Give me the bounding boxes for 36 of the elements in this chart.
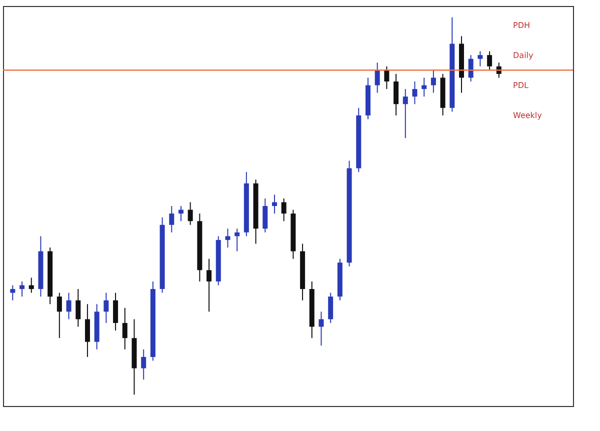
candlestick: [422, 77, 427, 98]
candlestick: [478, 50, 483, 67]
candlestick: [113, 292, 118, 332]
candlestick: [374, 62, 380, 94]
candlestick: [430, 70, 436, 94]
candlestick: [468, 54, 474, 82]
candlestick: [394, 73, 399, 116]
candlestick: [412, 80, 418, 105]
candlestick: [328, 292, 334, 324]
candlestick: [10, 284, 16, 301]
candlestick: [272, 194, 277, 214]
candlestick: [141, 348, 146, 380]
candlestick: [56, 292, 62, 339]
candlestick: [234, 228, 240, 252]
candlestick: [281, 198, 286, 222]
candlestick: [122, 307, 128, 350]
candlestick: [402, 88, 408, 139]
candlestick: [104, 292, 109, 324]
candlestick: [178, 206, 184, 222]
text: Daily: [513, 51, 534, 60]
candlestick: [262, 198, 268, 233]
candlestick: [188, 202, 193, 226]
candlestick: [206, 258, 212, 312]
candlestick: [169, 206, 174, 233]
candlestick: [318, 311, 324, 346]
candlestick: [487, 50, 492, 71]
candlestick: [76, 288, 81, 328]
candlestick: [20, 280, 25, 298]
candlestick: [384, 66, 390, 90]
text: Weekly: [513, 111, 542, 120]
candlestick: [84, 304, 90, 358]
candlestick: [66, 292, 72, 320]
candlestick: [28, 277, 34, 294]
candlestick: [225, 228, 230, 248]
text: PDL: [513, 81, 529, 90]
text: PDH: [513, 21, 530, 30]
